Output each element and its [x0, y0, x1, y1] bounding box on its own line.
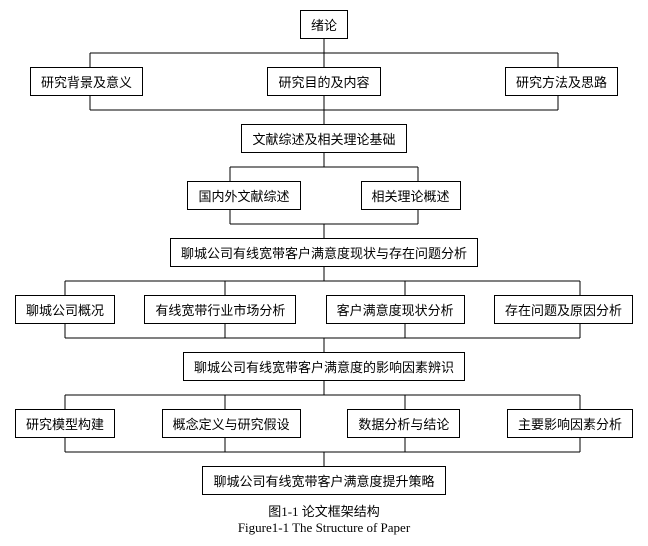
- node-data-conclusion: 数据分析与结论: [347, 409, 460, 438]
- connector-2-3: [10, 153, 638, 181]
- level-6: 聊城公司有线宽带客户满意度的影响因素辨识: [10, 352, 638, 381]
- node-model-build: 研究模型构建: [15, 409, 115, 438]
- node-concept-hypothesis: 概念定义与研究假设: [162, 409, 301, 438]
- node-market-analysis: 有线宽带行业市场分析: [144, 295, 296, 324]
- node-satisfaction-status: 客户满意度现状分析: [326, 295, 465, 324]
- connector-6-7: [10, 381, 638, 409]
- node-method: 研究方法及思路: [505, 67, 618, 96]
- connector-1-2: [10, 96, 638, 124]
- node-factor-identify: 聊城公司有线宽带客户满意度的影响因素辨识: [183, 352, 465, 381]
- node-intro: 绪论: [300, 10, 348, 39]
- node-purpose: 研究目的及内容: [267, 67, 380, 96]
- connector-4-5: [10, 267, 638, 295]
- node-lit-review: 国内外文献综述: [187, 181, 300, 210]
- level-8: 聊城公司有线宽带客户满意度提升策略: [10, 466, 638, 495]
- caption-en: Figure1-1 The Structure of Paper: [10, 520, 638, 536]
- node-problems: 存在问题及原因分析: [494, 295, 633, 324]
- level-7: 研究模型构建 概念定义与研究假设 数据分析与结论 主要影响因素分析: [10, 409, 638, 438]
- node-main-factors: 主要影响因素分析: [507, 409, 633, 438]
- connector-5-6: [10, 324, 638, 352]
- node-company-overview: 聊城公司概况: [15, 295, 115, 324]
- level-5: 聊城公司概况 有线宽带行业市场分析 客户满意度现状分析 存在问题及原因分析: [10, 295, 638, 324]
- node-status-analysis: 聊城公司有线宽带客户满意度现状与存在问题分析: [170, 238, 478, 267]
- node-literature: 文献综述及相关理论基础: [241, 124, 406, 153]
- node-strategy: 聊城公司有线宽带客户满意度提升策略: [202, 466, 445, 495]
- level-2: 文献综述及相关理论基础: [10, 124, 638, 153]
- level-4: 聊城公司有线宽带客户满意度现状与存在问题分析: [10, 238, 638, 267]
- connector-7-8: [10, 438, 638, 466]
- caption-cn: 图1-1 论文框架结构: [10, 501, 638, 520]
- paper-structure-diagram: 绪论 研究背景及意义 研究目的及内容 研究方法及思路 文献综述及相关理论基础: [10, 10, 638, 536]
- level-1: 研究背景及意义 研究目的及内容 研究方法及思路: [10, 67, 638, 96]
- level-0: 绪论: [10, 10, 638, 39]
- node-background: 研究背景及意义: [30, 67, 143, 96]
- level-3: 国内外文献综述 相关理论概述: [10, 181, 638, 210]
- node-theory: 相关理论概述: [361, 181, 461, 210]
- connector-0-1: [10, 39, 638, 67]
- connector-3-4: [10, 210, 638, 238]
